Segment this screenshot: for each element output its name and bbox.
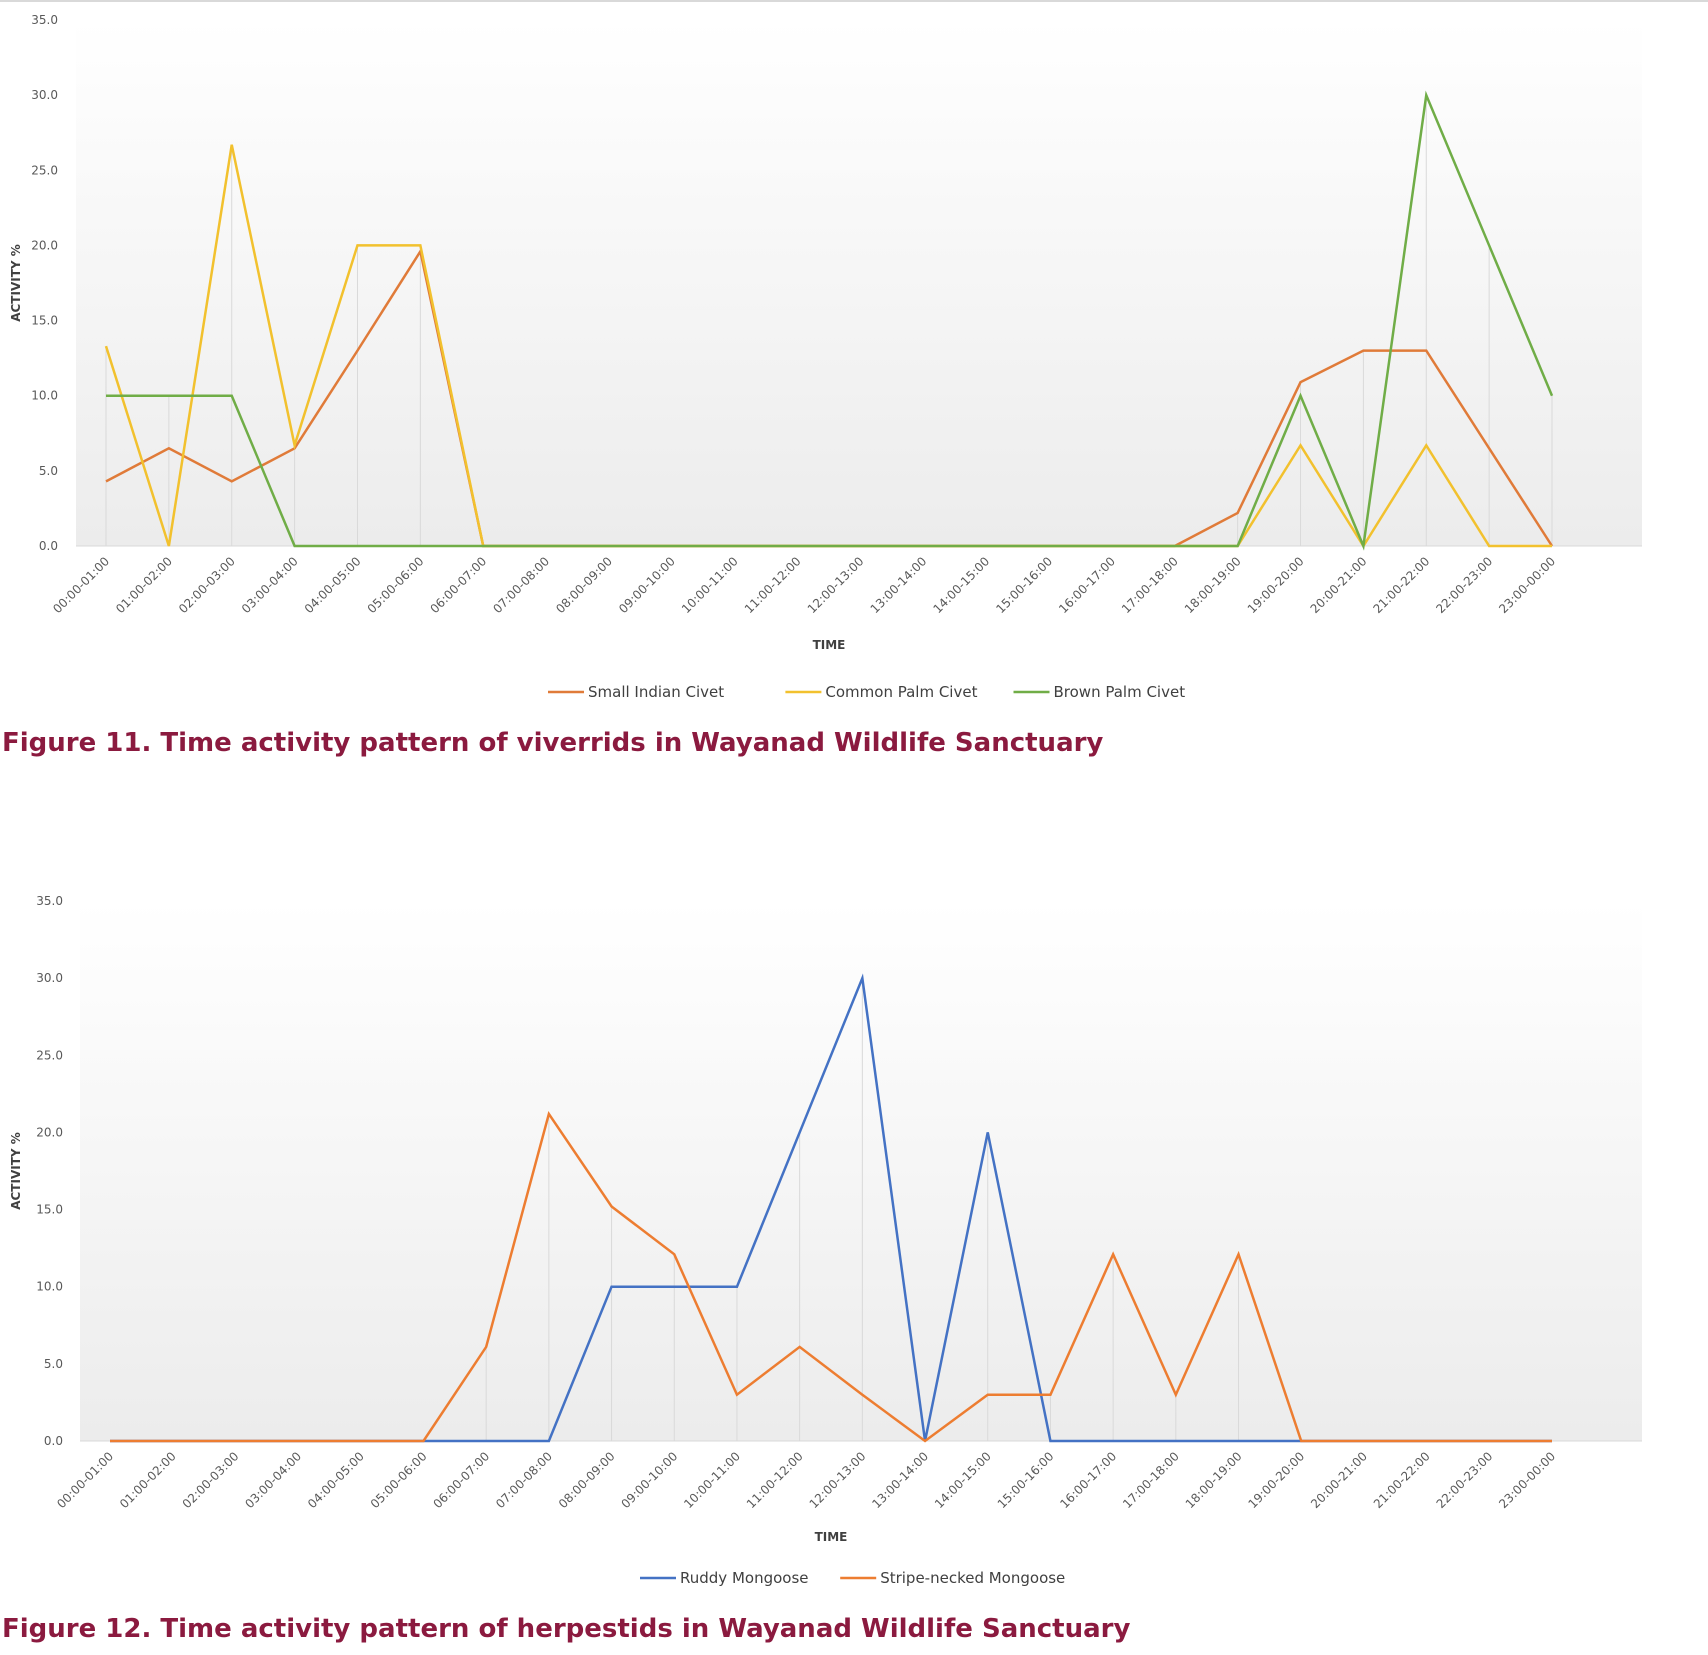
x-tick-label: 07:00-08:00 xyxy=(493,1449,555,1511)
y-tick-label: 5.0 xyxy=(44,1357,63,1371)
y-tick-label: 25.0 xyxy=(31,163,58,177)
x-tick-label: 22:00-23:00 xyxy=(1434,1449,1496,1511)
x-tick-label: 11:00-12:00 xyxy=(744,1449,806,1511)
x-tick-label: 18:00-19:00 xyxy=(1183,1449,1245,1511)
herpestid-activity-chart: 0.0 5.0 10.0 15.0 20.0 25.0 30.0 35.0 00:00-01:0… xyxy=(9,894,1642,1587)
x-tick-label: 21:00-22:00 xyxy=(1371,554,1433,616)
legend-label: Brown Palm Civet xyxy=(1054,683,1186,701)
x-axis-title: TIME xyxy=(815,1530,848,1544)
legend-label: Ruddy Mongoose xyxy=(680,1569,809,1587)
x-tick-label: 23:00-00:00 xyxy=(1496,1449,1558,1511)
y-tick-label: 30.0 xyxy=(31,88,58,102)
x-tick-label: 03:00-04:00 xyxy=(239,554,301,616)
x-tick-label: 14:00-15:00 xyxy=(930,554,992,616)
viverrid-activity-chart: 0.0 5.0 10.0 15.0 20.0 25.0 30.0 35.0 00:00-01:0… xyxy=(9,13,1642,701)
y-tick-label: 35.0 xyxy=(31,13,58,27)
legend-entry: Common Palm Civet xyxy=(785,683,978,701)
x-tick-label: 05:00-06:00 xyxy=(368,1449,430,1511)
x-tick-label: 16:00-17:00 xyxy=(1056,554,1118,616)
legend-label: Stripe-necked Mongoose xyxy=(880,1569,1065,1587)
x-tick-label: 04:00-05:00 xyxy=(305,1449,367,1511)
y-tick-label: 10.0 xyxy=(36,1280,63,1294)
x-tick-label: 02:00-03:00 xyxy=(180,1449,242,1511)
legend-entry: Small Indian Civet xyxy=(548,683,724,701)
x-tick-label: 03:00-04:00 xyxy=(242,1449,304,1511)
figure-12-caption: Figure 12. Time activity pattern of herp… xyxy=(2,1614,1131,1644)
x-tick-label: 15:00-16:00 xyxy=(993,554,1055,616)
x-tick-label: 05:00-06:00 xyxy=(365,554,427,616)
x-tick-label: 19:00-20:00 xyxy=(1245,554,1307,616)
legend-label: Common Palm Civet xyxy=(825,683,977,701)
y-tick-label: 20.0 xyxy=(36,1125,63,1139)
x-tick-label: 18:00-19:00 xyxy=(1182,554,1244,616)
y-axis-title: ACTIVITY % xyxy=(9,1132,23,1210)
y-tick-label: 25.0 xyxy=(36,1048,63,1062)
x-tick-label: 09:00-10:00 xyxy=(616,554,678,616)
x-tick-label: 23:00-00:00 xyxy=(1496,554,1558,616)
y-tick-label: 0.0 xyxy=(44,1434,63,1448)
y-axis-title: ACTIVITY % xyxy=(9,244,23,322)
legend-label: Small Indian Civet xyxy=(588,683,724,701)
x-tick-label: 16:00-17:00 xyxy=(1057,1449,1119,1511)
x-tick-label: 20:00-21:00 xyxy=(1308,554,1370,616)
y-tick-label: 10.0 xyxy=(31,389,58,403)
x-tick-label: 08:00-09:00 xyxy=(553,554,615,616)
x-tick-label: 19:00-20:00 xyxy=(1245,1449,1307,1511)
y-tick-label: 30.0 xyxy=(36,971,63,985)
x-tick-label: 22:00-23:00 xyxy=(1433,554,1495,616)
x-tick-label: 00:00-01:00 xyxy=(50,554,112,616)
plot-area xyxy=(76,20,1642,546)
x-tick-label: 21:00-22:00 xyxy=(1371,1449,1433,1511)
x-tick-label: 02:00-03:00 xyxy=(176,554,238,616)
x-tick-label: 12:00-13:00 xyxy=(807,1449,869,1511)
y-tick-label: 5.0 xyxy=(39,464,58,478)
figure-11-caption: Figure 11. Time activity pattern of vive… xyxy=(2,728,1104,758)
x-tick-label: 06:00-07:00 xyxy=(430,1449,492,1511)
legend-entry: Stripe-necked Mongoose xyxy=(840,1569,1065,1587)
series-line-brown-palm-civet xyxy=(106,90,1554,551)
y-tick-label: 0.0 xyxy=(39,539,58,553)
legend-entry: Brown Palm Civet xyxy=(1013,683,1186,701)
x-tick-label: 08:00-09:00 xyxy=(556,1449,618,1511)
x-tick-label: 17:00-18:00 xyxy=(1119,554,1181,616)
y-tick-label: 15.0 xyxy=(36,1203,63,1217)
x-tick-label: 01:00-02:00 xyxy=(117,1449,179,1511)
x-tick-label: 09:00-10:00 xyxy=(619,1449,681,1511)
legend-entry: Ruddy Mongoose xyxy=(640,1569,809,1587)
x-tick-label: 12:00-13:00 xyxy=(805,554,867,616)
x-tick-label: 20:00-21:00 xyxy=(1308,1449,1370,1511)
x-tick-label: 06:00-07:00 xyxy=(427,554,489,616)
x-tick-label: 11:00-12:00 xyxy=(742,554,804,616)
series-line-stripe-necked-mongoose xyxy=(110,1110,1552,1443)
x-axis-title: TIME xyxy=(813,638,846,652)
x-tick-label: 14:00-15:00 xyxy=(932,1449,994,1511)
y-tick-label: 20.0 xyxy=(31,238,58,252)
x-tick-label: 00:00-01:00 xyxy=(54,1449,116,1511)
x-tick-label: 01:00-02:00 xyxy=(113,554,175,616)
x-tick-label: 17:00-18:00 xyxy=(1120,1449,1182,1511)
x-tick-label: 13:00-14:00 xyxy=(868,554,930,616)
x-tick-label: 10:00-11:00 xyxy=(681,1449,743,1511)
y-tick-label: 15.0 xyxy=(31,314,58,328)
x-tick-label: 10:00-11:00 xyxy=(679,554,741,616)
x-tick-label: 07:00-08:00 xyxy=(490,554,552,616)
top-divider xyxy=(0,0,1708,2)
y-tick-label: 35.0 xyxy=(36,894,63,908)
x-tick-label: 04:00-05:00 xyxy=(302,554,364,616)
plot-area xyxy=(80,901,1642,1441)
x-tick-label: 13:00-14:00 xyxy=(869,1449,931,1511)
x-tick-label: 15:00-16:00 xyxy=(995,1449,1057,1511)
